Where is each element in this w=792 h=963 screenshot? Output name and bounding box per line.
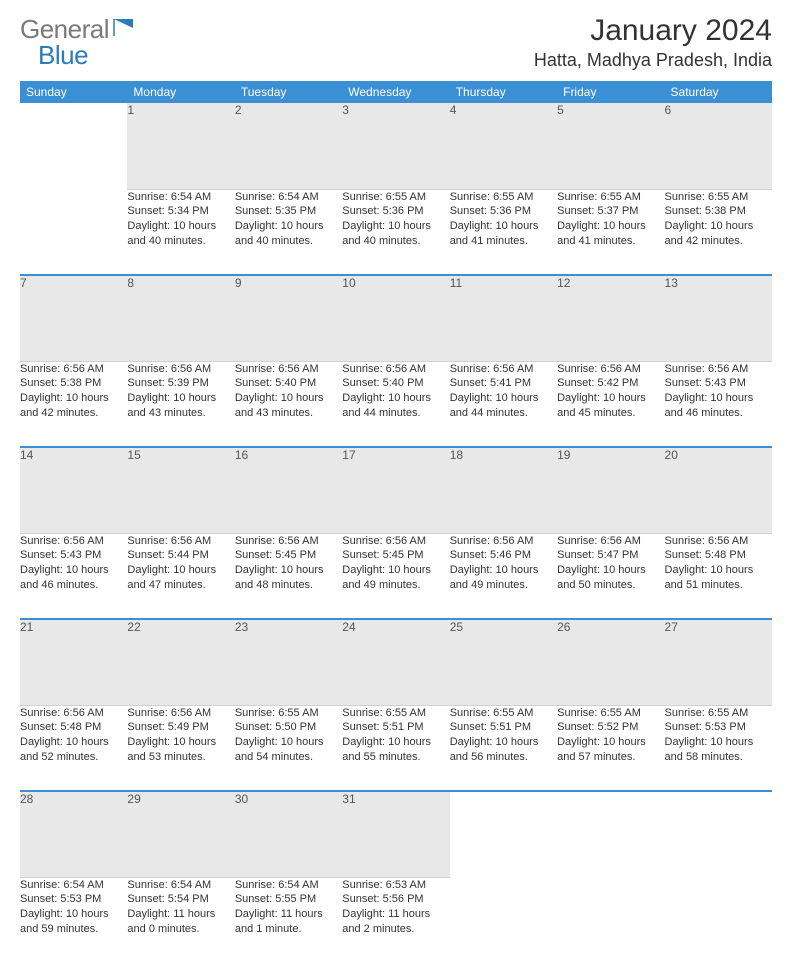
day-number-cell: 3: [342, 103, 449, 189]
day-number-cell: 16: [235, 447, 342, 533]
day-number-row: 21222324252627: [20, 619, 772, 705]
day-content-row: Sunrise: 6:54 AMSunset: 5:53 PMDaylight:…: [20, 877, 772, 963]
day-number-cell: 13: [665, 275, 772, 361]
day-header: Saturday: [665, 81, 772, 103]
day-content-cell: [557, 877, 664, 963]
day-content-cell: Sunrise: 6:54 AMSunset: 5:35 PMDaylight:…: [235, 189, 342, 275]
month-title: January 2024: [534, 14, 772, 48]
logo-text-blue: Blue: [38, 40, 88, 70]
day-number-cell: 28: [20, 791, 127, 877]
day-content-cell: Sunrise: 6:56 AMSunset: 5:49 PMDaylight:…: [127, 705, 234, 791]
day-number-cell: 11: [450, 275, 557, 361]
day-content-cell: Sunrise: 6:55 AMSunset: 5:37 PMDaylight:…: [557, 189, 664, 275]
day-content-cell: Sunrise: 6:54 AMSunset: 5:54 PMDaylight:…: [127, 877, 234, 963]
day-number-cell: [665, 791, 772, 877]
day-number-cell: 21: [20, 619, 127, 705]
day-number-row: 14151617181920: [20, 447, 772, 533]
day-content-cell: Sunrise: 6:55 AMSunset: 5:50 PMDaylight:…: [235, 705, 342, 791]
day-header: Monday: [127, 81, 234, 103]
day-content-cell: Sunrise: 6:56 AMSunset: 5:40 PMDaylight:…: [342, 361, 449, 447]
day-content-cell: Sunrise: 6:53 AMSunset: 5:56 PMDaylight:…: [342, 877, 449, 963]
day-header: Wednesday: [342, 81, 449, 103]
location: Hatta, Madhya Pradesh, India: [534, 50, 772, 71]
day-number-cell: 20: [665, 447, 772, 533]
day-content-cell: Sunrise: 6:54 AMSunset: 5:34 PMDaylight:…: [127, 189, 234, 275]
day-content-cell: Sunrise: 6:55 AMSunset: 5:51 PMDaylight:…: [450, 705, 557, 791]
day-content-cell: Sunrise: 6:56 AMSunset: 5:45 PMDaylight:…: [235, 533, 342, 619]
flag-icon: [113, 16, 135, 43]
day-content-row: Sunrise: 6:56 AMSunset: 5:48 PMDaylight:…: [20, 705, 772, 791]
day-content-cell: Sunrise: 6:56 AMSunset: 5:46 PMDaylight:…: [450, 533, 557, 619]
day-number-cell: 7: [20, 275, 127, 361]
day-number-cell: 17: [342, 447, 449, 533]
day-content-cell: Sunrise: 6:56 AMSunset: 5:42 PMDaylight:…: [557, 361, 664, 447]
day-content-cell: Sunrise: 6:56 AMSunset: 5:48 PMDaylight:…: [20, 705, 127, 791]
day-content-cell: Sunrise: 6:56 AMSunset: 5:40 PMDaylight:…: [235, 361, 342, 447]
day-content-cell: Sunrise: 6:55 AMSunset: 5:36 PMDaylight:…: [450, 189, 557, 275]
day-number-cell: 30: [235, 791, 342, 877]
day-content-cell: Sunrise: 6:55 AMSunset: 5:38 PMDaylight:…: [665, 189, 772, 275]
day-number-cell: 25: [450, 619, 557, 705]
day-content-cell: Sunrise: 6:55 AMSunset: 5:51 PMDaylight:…: [342, 705, 449, 791]
day-content-cell: Sunrise: 6:56 AMSunset: 5:38 PMDaylight:…: [20, 361, 127, 447]
day-number-cell: 1: [127, 103, 234, 189]
day-header: Sunday: [20, 81, 127, 103]
title-block: January 2024 Hatta, Madhya Pradesh, Indi…: [534, 14, 772, 71]
day-content-row: Sunrise: 6:56 AMSunset: 5:38 PMDaylight:…: [20, 361, 772, 447]
day-content-cell: [450, 877, 557, 963]
day-content-cell: Sunrise: 6:54 AMSunset: 5:53 PMDaylight:…: [20, 877, 127, 963]
day-number-cell: 27: [665, 619, 772, 705]
day-number-row: 123456: [20, 103, 772, 189]
day-number-cell: 6: [665, 103, 772, 189]
day-header: Friday: [557, 81, 664, 103]
day-number-cell: [20, 103, 127, 189]
day-content-cell: Sunrise: 6:56 AMSunset: 5:45 PMDaylight:…: [342, 533, 449, 619]
day-number-cell: 24: [342, 619, 449, 705]
day-content-cell: Sunrise: 6:54 AMSunset: 5:55 PMDaylight:…: [235, 877, 342, 963]
day-number-cell: 15: [127, 447, 234, 533]
day-number-cell: 23: [235, 619, 342, 705]
day-number-cell: 4: [450, 103, 557, 189]
day-number-cell: 9: [235, 275, 342, 361]
day-content-cell: Sunrise: 6:56 AMSunset: 5:47 PMDaylight:…: [557, 533, 664, 619]
calendar-table: SundayMondayTuesdayWednesdayThursdayFrid…: [20, 81, 772, 963]
day-number-cell: 2: [235, 103, 342, 189]
day-content-cell: [20, 189, 127, 275]
day-content-cell: Sunrise: 6:55 AMSunset: 5:52 PMDaylight:…: [557, 705, 664, 791]
day-content-cell: Sunrise: 6:56 AMSunset: 5:44 PMDaylight:…: [127, 533, 234, 619]
day-number-cell: [557, 791, 664, 877]
day-number-cell: 22: [127, 619, 234, 705]
day-header: Tuesday: [235, 81, 342, 103]
day-content-cell: Sunrise: 6:55 AMSunset: 5:53 PMDaylight:…: [665, 705, 772, 791]
day-content-cell: Sunrise: 6:56 AMSunset: 5:39 PMDaylight:…: [127, 361, 234, 447]
day-header-row: SundayMondayTuesdayWednesdayThursdayFrid…: [20, 81, 772, 103]
day-content-cell: Sunrise: 6:56 AMSunset: 5:41 PMDaylight:…: [450, 361, 557, 447]
day-number-row: 78910111213: [20, 275, 772, 361]
day-content-cell: Sunrise: 6:56 AMSunset: 5:43 PMDaylight:…: [20, 533, 127, 619]
day-content-cell: [665, 877, 772, 963]
day-number-cell: 5: [557, 103, 664, 189]
day-content-row: Sunrise: 6:56 AMSunset: 5:43 PMDaylight:…: [20, 533, 772, 619]
day-content-cell: Sunrise: 6:56 AMSunset: 5:43 PMDaylight:…: [665, 361, 772, 447]
day-content-cell: Sunrise: 6:56 AMSunset: 5:48 PMDaylight:…: [665, 533, 772, 619]
day-content-cell: Sunrise: 6:55 AMSunset: 5:36 PMDaylight:…: [342, 189, 449, 275]
day-number-cell: 10: [342, 275, 449, 361]
day-number-cell: [450, 791, 557, 877]
day-number-cell: 18: [450, 447, 557, 533]
day-number-cell: 12: [557, 275, 664, 361]
header: General January 2024 Hatta, Madhya Prade…: [20, 14, 772, 71]
day-number-cell: 29: [127, 791, 234, 877]
day-number-cell: 31: [342, 791, 449, 877]
day-number-cell: 8: [127, 275, 234, 361]
day-content-row: Sunrise: 6:54 AMSunset: 5:34 PMDaylight:…: [20, 189, 772, 275]
day-header: Thursday: [450, 81, 557, 103]
day-number-row: 28293031: [20, 791, 772, 877]
day-number-cell: 14: [20, 447, 127, 533]
day-number-cell: 26: [557, 619, 664, 705]
day-number-cell: 19: [557, 447, 664, 533]
